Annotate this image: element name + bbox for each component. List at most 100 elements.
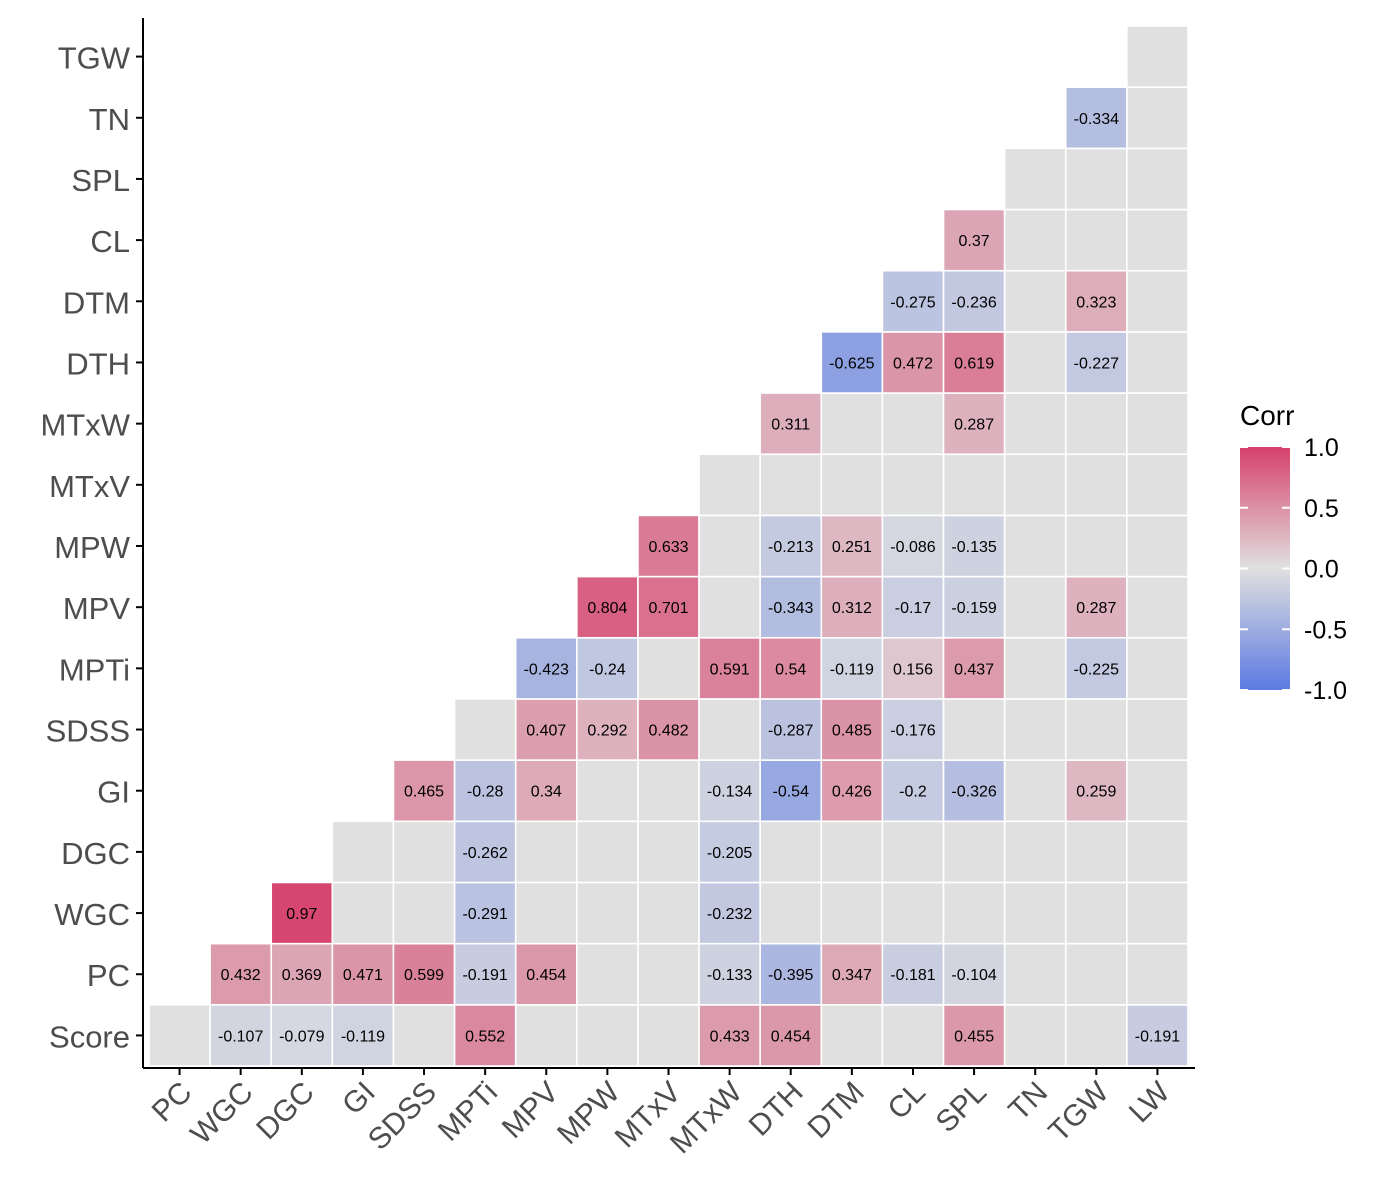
cell-value-label: -0.291 — [462, 906, 507, 923]
cell-value-label: -0.625 — [829, 355, 874, 372]
cell-value-label: -0.2 — [899, 784, 927, 801]
y-tick-label: DTH — [66, 346, 130, 381]
heatmap-cell — [942, 820, 1006, 884]
heatmap-cell — [698, 636, 761, 700]
cell-value-label: -0.232 — [707, 906, 752, 923]
heatmap-cell — [637, 514, 700, 578]
heatmap-cell — [576, 820, 639, 884]
heatmap-cell — [576, 942, 639, 1006]
cell-value-label: 0.407 — [526, 723, 566, 740]
heatmap-cell — [1003, 820, 1067, 884]
x-tick-label: TGW — [1042, 1075, 1115, 1148]
cell-value-label: 0.472 — [893, 355, 933, 372]
cell-value-label: -0.262 — [462, 845, 507, 862]
heatmap-cell — [820, 392, 884, 456]
heatmap-cell — [392, 820, 456, 884]
cell-value-label: 0.369 — [282, 967, 322, 984]
heatmap-cell — [270, 942, 334, 1006]
heatmap-cell — [514, 820, 578, 884]
cell-value-label: 0.312 — [832, 600, 872, 617]
heatmap-cell — [881, 636, 945, 700]
x-tick-label: TN — [1003, 1076, 1055, 1128]
heatmap-cell — [820, 759, 884, 823]
cell-value-label: 0.437 — [954, 661, 994, 678]
heatmap-cell — [331, 942, 395, 1006]
heatmap-cell — [1064, 942, 1128, 1006]
x-tick-label: SPL — [930, 1076, 993, 1139]
cell-value-label: -0.24 — [589, 661, 626, 678]
y-tick-label: MTxV — [49, 469, 130, 504]
heatmap-cell — [637, 942, 700, 1006]
heatmap-cell — [1126, 453, 1189, 517]
heatmap-cell — [759, 820, 823, 884]
cell-value-label: -0.119 — [341, 1028, 385, 1045]
cell-value-label: -0.205 — [707, 845, 752, 862]
heatmap-cell — [698, 698, 761, 761]
heatmap-cell — [820, 881, 884, 945]
legend-title: Corr — [1240, 400, 1294, 431]
y-tick-label: MPW — [54, 530, 131, 565]
y-tick-label: MPTi — [59, 652, 130, 687]
heatmap-cell — [1064, 453, 1128, 517]
heatmap-cell — [1064, 269, 1128, 333]
heatmap-cell — [331, 881, 395, 945]
heatmap-cell — [759, 392, 823, 456]
cell-value-label: -0.191 — [462, 967, 507, 984]
cell-value-label: -0.119 — [830, 661, 874, 678]
heatmap-cell — [392, 881, 456, 945]
legend-tick-label: 0.5 — [1304, 495, 1339, 523]
x-tick-label: WGC — [184, 1076, 259, 1151]
cell-value-label: -0.213 — [768, 539, 813, 556]
cell-value-label: -0.275 — [890, 294, 935, 311]
y-tick-label: CL — [90, 224, 130, 259]
heatmap-cell — [453, 1004, 517, 1067]
heatmap-cell — [1003, 636, 1067, 700]
x-tick-label: LW — [1123, 1075, 1177, 1129]
cell-value-label: 0.287 — [1076, 600, 1116, 617]
heatmap-cell — [1126, 636, 1189, 700]
x-tick-label: SDSS — [362, 1076, 443, 1157]
cell-value-label: 0.471 — [343, 967, 383, 984]
y-tick-label: PC — [87, 958, 130, 993]
heatmap-cell — [759, 698, 823, 761]
cell-value-label: -0.134 — [707, 784, 752, 801]
heatmap-cell — [881, 575, 945, 639]
x-tick-label: MPV — [496, 1076, 565, 1145]
heatmap-cell — [942, 453, 1006, 517]
cell-value-label: 0.804 — [587, 600, 627, 617]
heatmap-cell — [698, 575, 761, 639]
heatmap-cell — [1126, 820, 1189, 884]
heatmap-cell — [514, 698, 578, 761]
heatmap-cell — [514, 636, 578, 700]
heatmap-cell — [1126, 942, 1189, 1006]
heatmap-cell — [270, 881, 334, 945]
heatmap-cell — [1126, 1004, 1189, 1067]
heatmap-cell — [1003, 208, 1067, 272]
heatmap-cell — [637, 636, 700, 700]
heatmap-cell — [637, 1004, 700, 1067]
heatmap-cell — [1064, 392, 1128, 456]
heatmap-cell — [881, 698, 945, 761]
legend-tick-label: -1.0 — [1304, 677, 1347, 705]
cell-value-label: 0.311 — [771, 417, 810, 434]
y-tick-label: SDSS — [46, 714, 130, 749]
heatmap-cell — [698, 453, 761, 517]
cell-value-label: -0.079 — [279, 1028, 324, 1045]
heatmap-cell — [637, 820, 700, 884]
heatmap-cell — [1003, 759, 1067, 823]
heatmap-cell — [1126, 514, 1189, 578]
heatmap-cell — [942, 881, 1006, 945]
heatmap-cell — [820, 453, 884, 517]
heatmap-cell — [1126, 759, 1189, 823]
heatmap-cell — [209, 1004, 273, 1067]
legend: Corr 1.0 0.5 0.0 -0.5 -1.0 — [1240, 400, 1347, 705]
x-tick-label: MTxW — [664, 1075, 749, 1160]
heatmap-cell — [1003, 942, 1067, 1006]
cell-value-label: 0.292 — [587, 723, 627, 740]
heatmap-cell — [820, 1004, 884, 1067]
heatmap-cell — [820, 820, 884, 884]
y-tick-label: TGW — [58, 41, 131, 76]
cell-value-label: -0.17 — [895, 600, 932, 617]
heatmap-cell — [1126, 392, 1189, 456]
